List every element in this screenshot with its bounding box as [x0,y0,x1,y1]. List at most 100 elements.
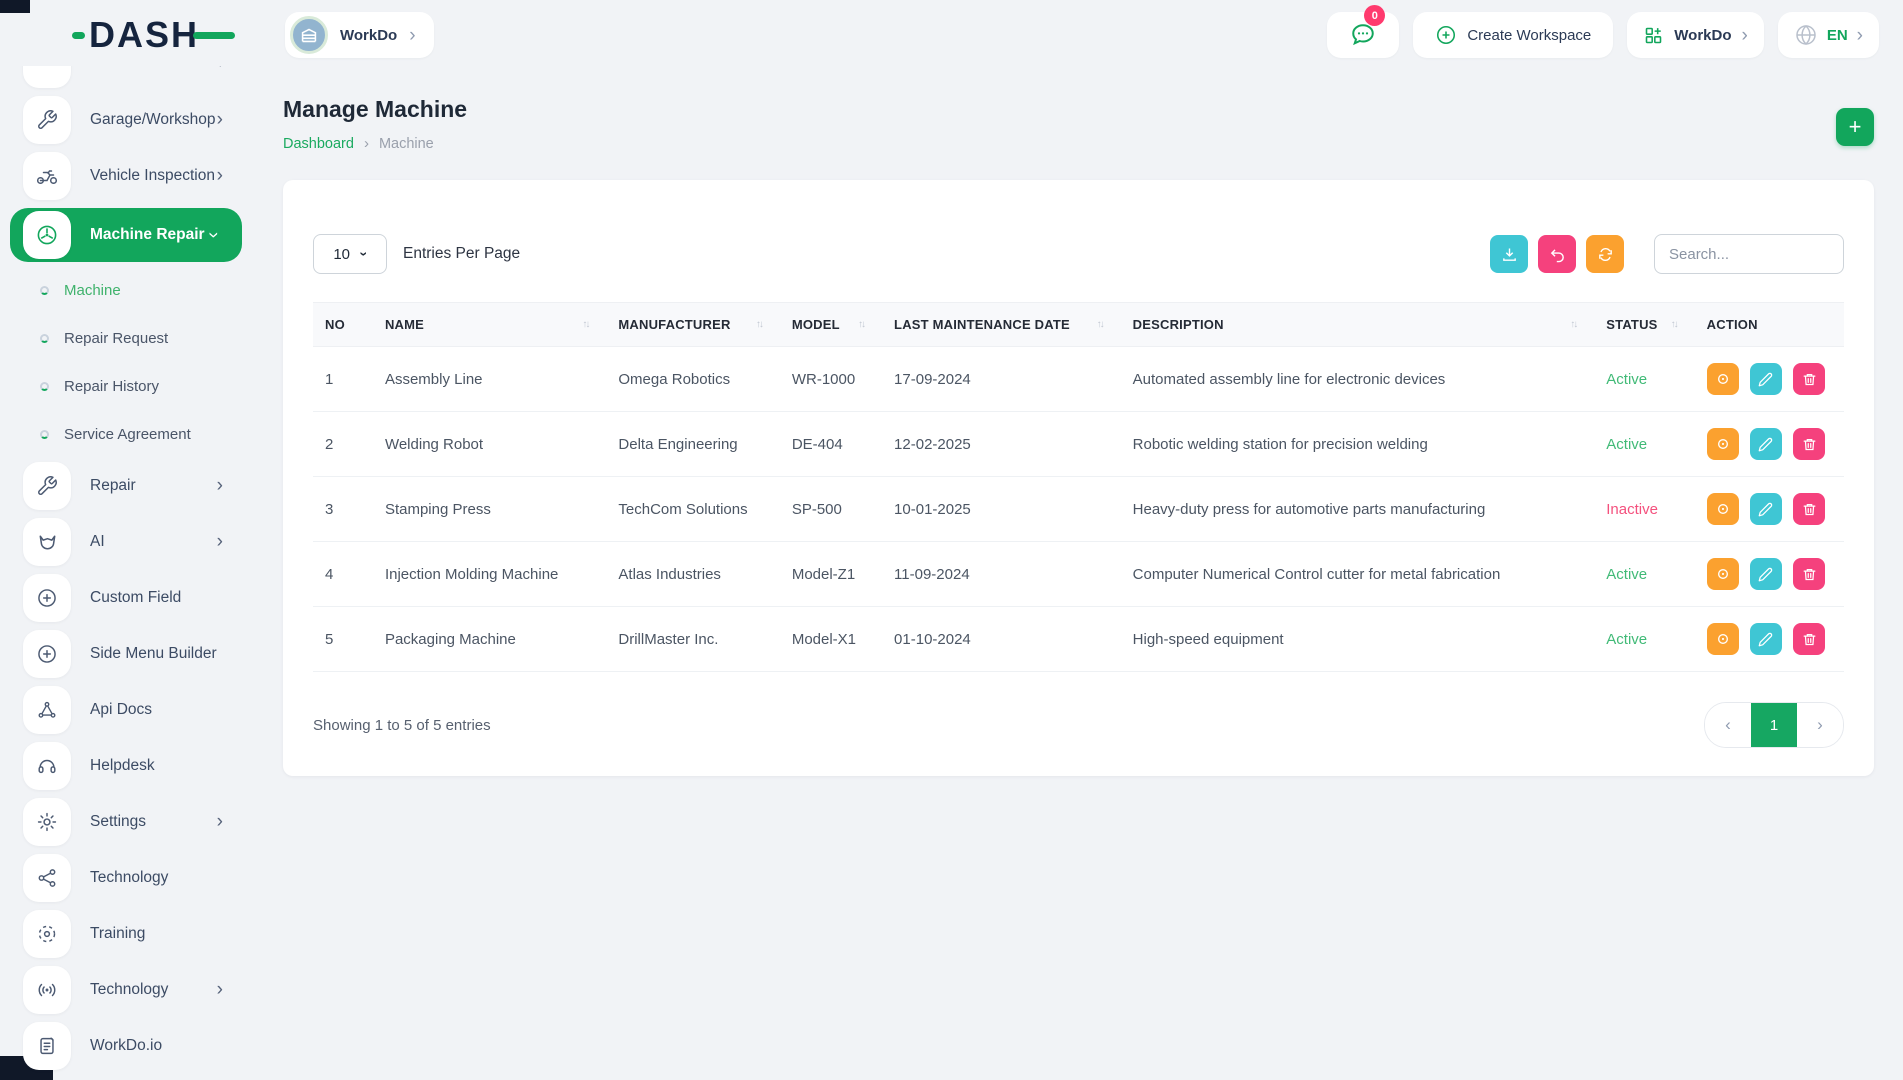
language-selector[interactable]: EN › [1777,12,1879,58]
column-header-action: ACTION [1694,302,1844,347]
sidebar-item-side-menu-builder[interactable]: Side Menu Builder [0,630,245,678]
sidebar-item-repair[interactable]: Repair › [0,462,245,510]
column-label: STATUS [1606,317,1658,332]
sidebar-item-training[interactable]: Training [0,910,245,958]
sort-icon: ↑↓ [1570,319,1578,330]
breadcrumb-current: Machine [378,135,434,152]
view-button[interactable] [1706,363,1739,395]
column-header-status[interactable]: STATUS ↑↓ [1594,302,1695,347]
workspace-switcher[interactable]: WorkDo › [285,12,434,58]
delete-button[interactable] [1793,363,1825,395]
previous-page-button[interactable]: ‹ [1705,703,1751,747]
edit-button[interactable] [1749,493,1782,525]
sidebar-item-ai[interactable]: AI › [0,518,245,566]
sidebar-item-label: Helpdesk [90,757,155,774]
sidebar-item-vehicle-inspection[interactable]: Vehicle Inspection › [0,152,245,200]
column-label: DESCRIPTION [1132,317,1224,332]
export-button[interactable] [1490,235,1528,273]
column-header-no: NO [313,302,373,347]
column-header-manufacturer[interactable]: MANUFACTURER ↑↓ [606,302,780,347]
plus-circle-icon [1437,25,1456,45]
app-logo[interactable]: DASH [72,16,236,54]
headset-icon [23,742,71,790]
sidebar-subitem-label: Repair Request [64,329,169,347]
sidebar-item-api-docs[interactable]: Api Docs [0,686,245,734]
sort-icon: ↑↓ [1670,319,1679,330]
sidebar-item-icon [23,66,71,88]
logo-dash-accent [72,31,85,39]
sidebar-item-workdo-io[interactable]: WorkDo.io [0,1022,245,1070]
machine-table-card: 10 › Entries Per Page [283,180,1874,776]
cell-name: Assembly Line [372,346,607,412]
cell-description: Heavy-duty press for automotive parts ma… [1120,476,1595,542]
refresh-button[interactable] [1586,235,1624,273]
page-title: Manage Machine [283,96,468,122]
status-badge: Active [1594,541,1695,607]
create-workspace-button[interactable]: Create Workspace [1413,12,1614,58]
sidebar-subitem-service-agreement[interactable]: Service Agreement [0,414,245,454]
edit-button[interactable] [1749,428,1782,460]
chevron-right-icon: › [202,231,224,239]
chevron-down-icon: › [1741,24,1748,46]
notifications-button[interactable]: 0 [1327,5,1400,58]
sidebar-item-machine-repair[interactable]: Machine Repair › [10,208,242,262]
sidebar-item-partial[interactable]: › [0,66,245,88]
screen-artifact-top [0,0,30,13]
building-icon [301,28,317,43]
page-number-current[interactable]: 1 [1751,703,1797,747]
delete-button[interactable] [1793,493,1825,525]
sidebar-item-technology[interactable]: Technology [0,854,245,902]
edit-button[interactable] [1749,363,1782,395]
edit-button[interactable] [1749,623,1782,655]
cell-last-maintenance-date: 11-09-2024 [882,541,1121,607]
workspace-dropdown[interactable]: WorkDo › [1627,12,1764,58]
target-icon [23,910,71,958]
view-button[interactable] [1706,493,1739,525]
sidebar-subitem-machine[interactable]: Machine [0,270,245,310]
add-machine-button[interactable]: + [1836,108,1874,146]
sidebar-subitem-label: Machine [64,281,121,299]
sidebar-subitem-repair-history[interactable]: Repair History [0,366,245,406]
column-header-name[interactable]: NAME ↑↓ [372,302,607,347]
next-page-button[interactable]: › [1797,703,1843,747]
sidebar-item-technology[interactable]: Technology › [0,966,245,1014]
cell-no: 5 [313,606,373,672]
table-toolbar: 10 › Entries Per Page [313,234,1844,274]
column-header-model[interactable]: MODEL ↑↓ [779,302,883,347]
logo-dash-accent [193,31,236,39]
cell-manufacturer: Omega Robotics [606,346,780,412]
search-input[interactable] [1654,234,1844,274]
column-header-last-maintenance-date[interactable]: LAST MAINTENANCE DATE ↑↓ [882,302,1121,347]
table-row: 1 Assembly Line Omega Robotics WR-1000 17-09… [313,346,1844,412]
sidebar-item-label: Technology [90,869,169,886]
chevron-right-icon: › [216,475,223,496]
view-button[interactable] [1706,428,1739,460]
sidebar-item-label: Settings [90,813,147,830]
sidebar-item-garage-workshop[interactable]: Garage/Workshop › [0,96,245,144]
entries-per-page-select[interactable]: 10 › [313,234,387,274]
cell-name: Packaging Machine [372,606,607,672]
sidebar-item-settings[interactable]: Settings › [0,798,245,846]
showing-entries-text: Showing 1 to 5 of 5 entries [313,716,491,734]
workspace-name: WorkDo [340,26,398,44]
sidebar-item-custom-field[interactable]: Custom Field [0,574,245,622]
delete-button[interactable] [1793,558,1825,590]
sidebar-subitem-repair-request[interactable]: Repair Request [0,318,245,358]
view-button[interactable] [1706,558,1739,590]
reset-button[interactable] [1538,235,1576,273]
sidebar-item-helpdesk[interactable]: Helpdesk [0,742,245,790]
edit-button[interactable] [1749,558,1782,590]
status-badge: Active [1594,346,1695,412]
chevron-down-icon: › [356,251,373,257]
language-label: EN [1826,26,1848,44]
delete-button[interactable] [1793,428,1825,460]
view-button[interactable] [1706,623,1739,655]
delete-button[interactable] [1793,623,1825,655]
table-row: 4 Injection Molding Machine Atlas Industri… [313,541,1844,607]
breadcrumb-dashboard-link[interactable]: Dashboard [283,135,354,152]
column-header-description[interactable]: DESCRIPTION ↑↓ [1120,302,1595,347]
cell-no: 4 [313,541,373,607]
cell-model: WR-1000 [779,346,883,412]
sort-icon: ↑↓ [858,319,866,330]
sidebar-item-label: Garage/Workshop [90,111,216,128]
